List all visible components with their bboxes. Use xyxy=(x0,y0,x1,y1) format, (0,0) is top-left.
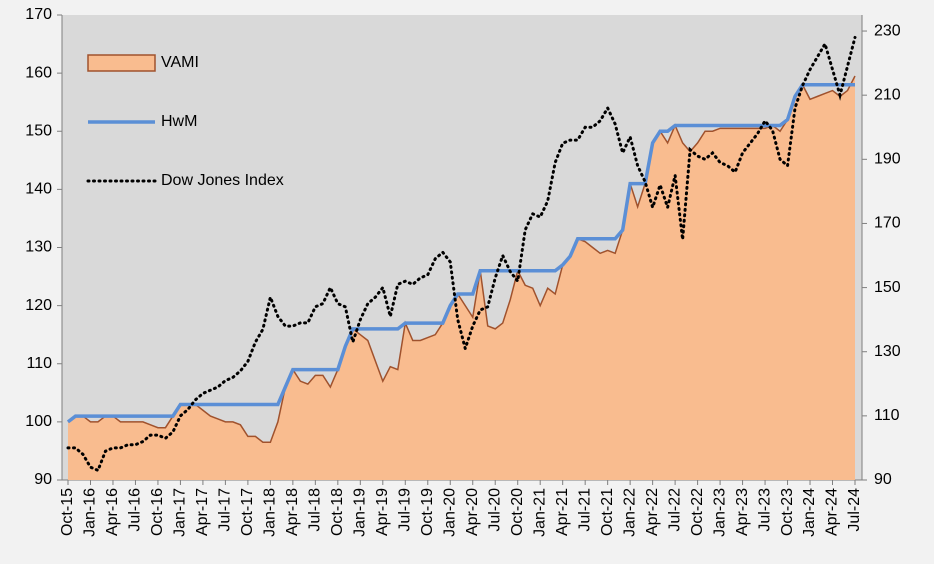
y-tick-label: 90 xyxy=(34,471,52,488)
y2-tick-label: 170 xyxy=(874,215,901,232)
x-tick-label: Jan-19 xyxy=(352,488,369,537)
x-tick-label: Jul-21 xyxy=(576,488,593,532)
x-tick-label: Apr-22 xyxy=(644,488,661,536)
x-tick-label: Apr-20 xyxy=(464,488,481,536)
x-tick-label: Oct-22 xyxy=(689,488,706,536)
x-tick-label: Jan-16 xyxy=(82,488,99,537)
x-tick-label: Oct-23 xyxy=(779,488,796,536)
y-tick-label: 120 xyxy=(25,297,52,314)
area-line xyxy=(67,75,856,443)
x-tick-label: Apr-23 xyxy=(734,488,751,536)
x-tick-label: Oct-21 xyxy=(599,488,616,536)
x-tick-label: Jul-19 xyxy=(397,488,414,532)
legend-swatch xyxy=(87,54,156,72)
area xyxy=(68,76,855,480)
y2-tick-label: 150 xyxy=(874,279,901,296)
x-tick-label: Apr-21 xyxy=(554,488,571,536)
x-tick-label: Oct-16 xyxy=(149,488,166,536)
x-tick-label: Apr-17 xyxy=(194,488,211,536)
x-tick-label: Jan-20 xyxy=(441,488,458,537)
y2-tick-label: 110 xyxy=(874,407,900,424)
y2-tick-label: 190 xyxy=(874,151,901,168)
x-tick-label: Jan-18 xyxy=(262,488,279,537)
x-tick-label: Jul-20 xyxy=(486,488,503,532)
x-tick-label: Apr-16 xyxy=(104,488,121,536)
x-tick-label: Apr-18 xyxy=(284,488,301,536)
y2-tick-label: 90 xyxy=(874,471,892,488)
x-tick-label: Jan-22 xyxy=(621,488,638,537)
x-tick-label: Jul-23 xyxy=(756,488,773,532)
y-tick-label: 130 xyxy=(25,239,52,256)
y2-tick-label: 230 xyxy=(874,22,901,39)
x-tick-label: Apr-24 xyxy=(824,488,841,536)
line xyxy=(66,83,855,424)
x-tick-label: Jan-24 xyxy=(801,488,818,537)
y-tick-label: 170 xyxy=(25,6,52,23)
legend-label: Dow Jones Index xyxy=(161,172,284,189)
y-tick-label: 140 xyxy=(25,181,52,198)
x-tick-label: Oct-17 xyxy=(239,488,256,536)
x-tick-label: Jan-17 xyxy=(172,488,189,537)
y2-tick-label: 210 xyxy=(874,86,901,103)
x-tick-label: Jul-17 xyxy=(217,488,234,532)
x-tick-label: Jul-16 xyxy=(127,488,144,532)
x-tick-label: Jul-18 xyxy=(307,488,324,532)
y-tick-label: 110 xyxy=(26,355,52,372)
x-tick-label: Oct-15 xyxy=(59,488,76,536)
x-tick-label: Apr-19 xyxy=(374,488,391,536)
x-tick-label: Oct-19 xyxy=(419,488,436,536)
legend-label: HwM xyxy=(161,113,197,130)
x-tick-label: Jan-23 xyxy=(711,488,728,537)
x-tick-label: Jul-22 xyxy=(666,488,683,532)
dotted-line xyxy=(66,35,857,473)
y-tick-label: 150 xyxy=(25,122,52,139)
y-tick-label: 160 xyxy=(25,64,52,81)
x-tick-label: Jan-21 xyxy=(531,488,548,537)
y2-tick-label: 130 xyxy=(874,343,901,360)
legend-label: VAMI xyxy=(161,54,199,71)
x-tick-label: Oct-20 xyxy=(509,488,526,536)
x-tick-label: Oct-18 xyxy=(329,488,346,536)
y-tick-label: 100 xyxy=(25,413,52,430)
x-tick-label: Jul-24 xyxy=(846,488,863,532)
